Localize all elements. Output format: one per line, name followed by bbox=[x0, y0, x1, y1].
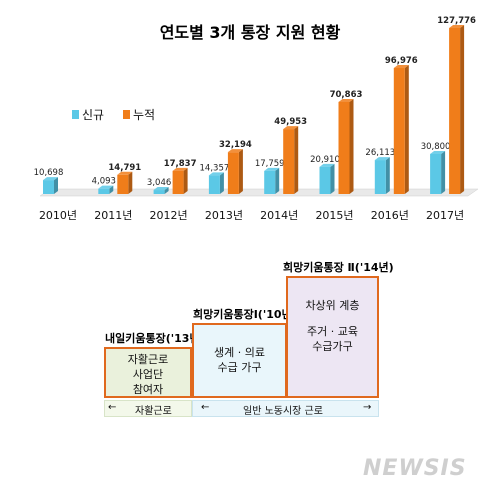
x-tick-label: 2012년 bbox=[150, 209, 188, 222]
data-label-cumulative: 17,837 bbox=[164, 159, 197, 169]
bar-cumulative bbox=[117, 174, 129, 194]
bar-new-top bbox=[374, 157, 390, 161]
data-label-cumulative: 14,791 bbox=[108, 163, 141, 173]
bar-cumulative-top bbox=[393, 65, 409, 69]
bar-new-side bbox=[164, 187, 169, 194]
bar-cumulative bbox=[393, 68, 405, 194]
bar-new-top bbox=[208, 172, 224, 176]
arrow-left-icon: ← bbox=[108, 402, 117, 413]
program-self-reliance-target: 자활근로 사업단 참여자 bbox=[127, 353, 169, 396]
program-hope1-box: 생계 · 의료 수급 가구 bbox=[192, 323, 287, 398]
bar-new-side bbox=[275, 167, 280, 194]
bar-new bbox=[264, 170, 276, 194]
bar-cumulative bbox=[227, 152, 239, 194]
program-hope2-target-near-poor: 차상위 계층 bbox=[305, 299, 360, 312]
bar-chart: 연도별 3개 통장 지원 현황 신규 누적 10,698 4,093 14,791 3… bbox=[34, 16, 479, 222]
bar-new-top bbox=[264, 167, 280, 171]
program-hope2-target-housing-edu: 주거 · 교육 수급가구 bbox=[307, 325, 358, 353]
bar-cumulative-top bbox=[338, 98, 354, 102]
bar-cumulative-side bbox=[238, 149, 243, 194]
bar-cumulative-top bbox=[172, 167, 188, 171]
data-label-new: 17,759 bbox=[255, 159, 285, 169]
bar-new-side bbox=[385, 157, 390, 194]
bar-new bbox=[374, 160, 386, 194]
bar-new-side bbox=[330, 163, 335, 194]
bar-new bbox=[98, 188, 110, 194]
bar-new-top bbox=[319, 163, 335, 167]
data-label-new: 14,357 bbox=[200, 163, 230, 173]
bar-new-top bbox=[153, 187, 169, 191]
program-self-reliance-box: 자활근로 사업단 참여자 bbox=[104, 347, 192, 398]
chart-title: 연도별 3개 통장 지원 현황 bbox=[160, 23, 341, 42]
newsis-watermark: NEWSIS bbox=[363, 456, 467, 481]
bar-new bbox=[153, 190, 165, 194]
data-label-new: 10,698 bbox=[34, 168, 64, 178]
bar-new-top bbox=[98, 185, 114, 189]
work-axis-self-label: 자활근로 bbox=[135, 406, 172, 417]
program-hope2-title: 희망키움통장 Ⅱ('14년) bbox=[283, 261, 394, 274]
x-tick-label: 2017년 bbox=[426, 209, 464, 222]
x-tick-label: 2015년 bbox=[315, 209, 353, 222]
data-label-cumulative: 32,194 bbox=[219, 140, 252, 150]
x-tick-label: 2016년 bbox=[371, 209, 409, 222]
bar-new-side bbox=[109, 185, 114, 194]
bar-cumulative bbox=[283, 129, 295, 194]
program-self-reliance-title: 내일키움통장('13년) bbox=[105, 332, 205, 345]
bar-cumulative-side bbox=[128, 171, 133, 194]
work-axis-self-segment: ← 자활근로 bbox=[104, 400, 192, 417]
bar-new-side bbox=[54, 177, 58, 194]
bar-cumulative-top bbox=[449, 25, 465, 28]
data-label-new: 4,093 bbox=[92, 177, 116, 187]
data-label-new: 26,113 bbox=[365, 148, 395, 158]
data-label-new: 3,046 bbox=[147, 178, 171, 188]
legend-swatch-new bbox=[72, 110, 79, 119]
bar-new bbox=[430, 153, 442, 194]
bar-cumulative bbox=[172, 170, 184, 194]
bar-cumulative-side bbox=[460, 25, 465, 194]
program-hope2-box: 차상위 계층 주거 · 교육 수급가구 bbox=[286, 276, 379, 398]
chart-legend: 신규 누적 bbox=[72, 108, 155, 122]
data-label-cumulative: 49,953 bbox=[274, 117, 307, 127]
arrow-right-icon: → bbox=[363, 402, 372, 413]
x-tick-label: 2014년 bbox=[260, 209, 298, 222]
bar-cumulative-top bbox=[227, 149, 243, 153]
x-axis-ticks: 2010년 2011년 2012년 2013년 2014년 2015년 2016년 2017년 bbox=[39, 209, 464, 222]
bar-new bbox=[208, 175, 220, 194]
bar-cumulative-side bbox=[183, 167, 188, 194]
x-tick-label: 2011년 bbox=[94, 209, 132, 222]
work-axis-general-segment: ← 일반 노동시장 근로 → bbox=[192, 400, 379, 417]
bar-cumulative bbox=[338, 101, 350, 194]
program-hope1-title: 희망키움통장Ⅰ('10년) bbox=[193, 308, 297, 321]
legend-swatch-cumulative bbox=[123, 110, 130, 119]
bar-cumulative-top bbox=[117, 171, 133, 175]
bar-new bbox=[319, 166, 331, 194]
bar-new bbox=[43, 180, 54, 194]
data-label-new: 20,910 bbox=[310, 155, 340, 165]
bar-new-side bbox=[441, 150, 446, 194]
bar-cumulative-top bbox=[283, 126, 299, 130]
bar-cumulative-side bbox=[404, 65, 409, 195]
bar-new-top bbox=[430, 150, 446, 154]
data-label-cumulative: 96,976 bbox=[385, 56, 418, 66]
bar-new-side bbox=[219, 172, 224, 194]
legend-label-cumulative: 누적 bbox=[133, 108, 155, 122]
bar-cumulative-side bbox=[294, 126, 299, 194]
arrow-left-icon: ← bbox=[201, 402, 210, 413]
x-tick-label: 2010년 bbox=[39, 209, 77, 222]
data-label-cumulative: 70,863 bbox=[330, 90, 363, 100]
x-tick-label: 2013년 bbox=[205, 209, 243, 222]
bar-cumulative bbox=[449, 28, 461, 194]
chart-marks: 10,698 4,093 14,791 3,046 17,837 14,357 32,194… bbox=[34, 16, 476, 195]
legend-label-new: 신규 bbox=[82, 108, 104, 122]
bar-cumulative-side bbox=[349, 98, 354, 194]
program-hope1-target: 생계 · 의료 수급 가구 bbox=[214, 346, 265, 374]
work-axis-general-label: 일반 노동시장 근로 bbox=[243, 406, 323, 417]
bar-new-top bbox=[43, 177, 58, 181]
data-label-cumulative: 127,776 bbox=[437, 16, 476, 26]
data-label-new: 30,800 bbox=[421, 142, 451, 152]
